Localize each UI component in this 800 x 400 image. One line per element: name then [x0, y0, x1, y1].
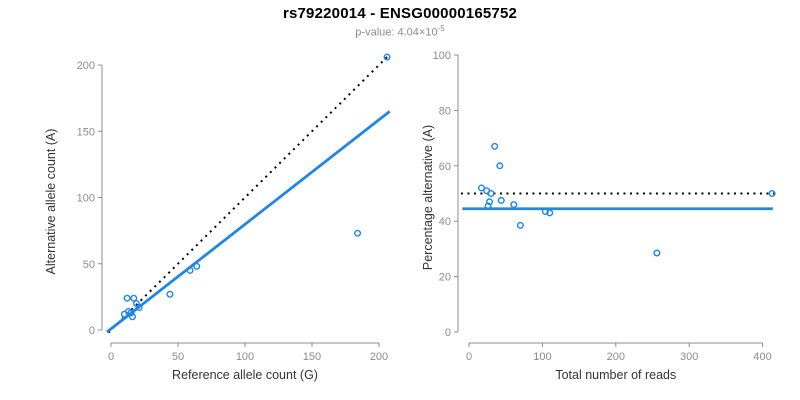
- identity-line: [107, 55, 390, 334]
- regression-line: [106, 110, 391, 334]
- data-point: [486, 198, 494, 206]
- data-point: [130, 294, 138, 302]
- data-point: [768, 189, 776, 197]
- data-point: [477, 184, 485, 192]
- y-tick-label: 20: [439, 272, 451, 284]
- data-point: [653, 249, 661, 257]
- data-point: [166, 290, 174, 298]
- y-tick-label: 200: [77, 60, 95, 72]
- x-tick-label: 0: [466, 351, 472, 363]
- y-tick-label: 150: [77, 126, 95, 138]
- data-point: [496, 162, 504, 170]
- p-value-exponent: -5: [437, 24, 445, 33]
- x-axis-title: Reference allele count (G): [172, 368, 318, 382]
- x-tick-label: 150: [303, 351, 321, 363]
- x-axis-title: Total number of reads: [555, 368, 676, 382]
- y-tick-label: 80: [439, 105, 451, 117]
- x-tick-label: 200: [607, 351, 625, 363]
- data-point: [487, 189, 495, 197]
- data-point: [516, 221, 524, 229]
- y-tick-label: 50: [83, 259, 95, 271]
- data-point: [128, 313, 136, 321]
- x-tick-label: 0: [108, 351, 114, 363]
- y-tick-label: 100: [433, 50, 451, 62]
- data-point: [491, 142, 499, 150]
- data-point: [123, 294, 131, 302]
- y-tick-label: 60: [439, 161, 451, 173]
- data-point: [186, 266, 194, 274]
- data-point: [484, 202, 492, 210]
- figure-title: rs79220014 - ENSG00000165752: [282, 5, 518, 22]
- y-axis-title: Percentage alternative (A): [421, 125, 435, 270]
- data-point: [510, 201, 518, 209]
- y-axis-title: Alternative allele count (A): [44, 129, 58, 275]
- data-point: [541, 208, 549, 216]
- data-point: [546, 209, 554, 217]
- p-value-text: p-value: 4.04×10: [355, 26, 438, 39]
- x-tick-label: 100: [236, 351, 254, 363]
- data-point: [127, 309, 135, 317]
- x-tick-label: 50: [172, 351, 184, 363]
- figure-subtitle: p-value: 4.04×10-5: [0, 24, 800, 39]
- x-tick-label: 100: [533, 351, 551, 363]
- x-tick-label: 300: [680, 351, 698, 363]
- y-tick-label: 0: [445, 327, 451, 339]
- y-tick-label: 40: [439, 216, 451, 228]
- data-point: [135, 303, 143, 311]
- y-tick-label: 0: [89, 325, 95, 337]
- data-point: [383, 53, 391, 61]
- x-tick-label: 400: [753, 351, 771, 363]
- x-tick-label: 200: [370, 351, 388, 363]
- data-point: [497, 196, 505, 204]
- data-point: [354, 229, 362, 237]
- y-tick-label: 100: [77, 193, 95, 205]
- data-point: [193, 262, 201, 270]
